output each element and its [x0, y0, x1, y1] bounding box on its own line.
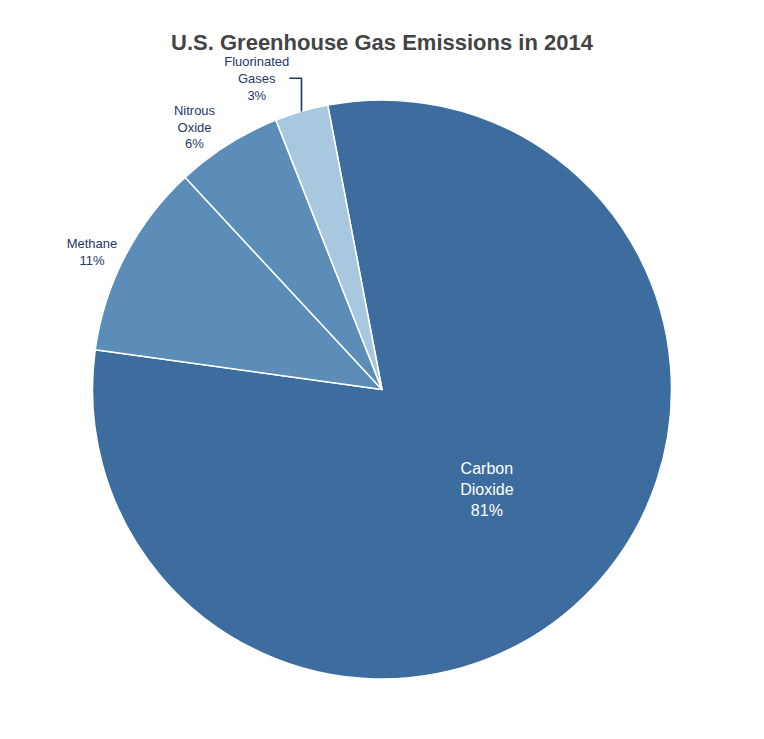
- svg-text:FluorinatedGases3%: FluorinatedGases3%: [224, 54, 289, 103]
- svg-text:U.S. Greenhouse Gas Emissions: U.S. Greenhouse Gas Emissions in 2014: [171, 30, 594, 55]
- svg-text:Methane11%: Methane11%: [67, 236, 118, 268]
- svg-text:NitrousOxide6%: NitrousOxide6%: [174, 103, 216, 152]
- svg-text:CarbonDioxide81%: CarbonDioxide81%: [460, 460, 513, 519]
